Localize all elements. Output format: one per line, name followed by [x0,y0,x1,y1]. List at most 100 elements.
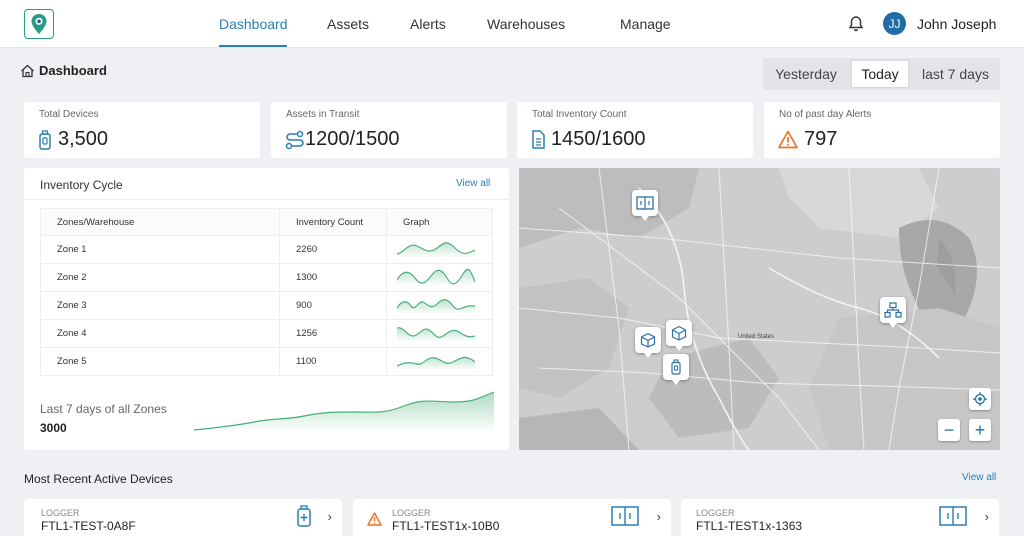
nav-assets[interactable]: Assets [327,16,370,32]
logger-icon [671,359,681,375]
page-title-text: Dashboard [39,63,107,78]
zone-cell: Zone 3 [40,291,280,320]
count-cell: 900 [279,291,387,320]
chevron-right-icon[interactable]: › [327,509,332,524]
device-card[interactable]: LOGGER FTL1-TEST1x-1363 › [681,499,999,536]
nav-warehouses[interactable]: Warehouses [487,16,566,32]
summary-area-chart [194,391,494,432]
sparkline [396,327,476,342]
count-cell: 1256 [279,319,387,348]
table-row[interactable]: Zone 5 1100 [40,347,493,376]
map-panel[interactable]: United States [519,168,1000,450]
logger-icon [39,130,51,150]
page-title: Dashboard [20,63,107,78]
logger-add-icon [297,505,311,527]
range-yesterday[interactable]: Yesterday [775,66,837,82]
location-pin-logo-icon [31,14,47,34]
kpi-value: 1200/1500 [305,128,400,150]
column-header-count: Inventory Count [279,208,387,236]
user-name[interactable]: John Joseph [917,16,997,32]
avatar[interactable]: JJ [883,12,906,35]
device-id: FTL1-TEST-0A8F [41,519,136,533]
device-id: FTL1-TEST1x-10B0 [392,519,500,533]
range-today[interactable]: Today [851,60,909,88]
kpi-label: Total Devices [39,109,99,120]
kpi-value: 797 [804,128,838,150]
recent-devices-title: Most Recent Active Devices [24,472,173,486]
map-pin-package[interactable] [635,327,661,358]
kpi-label: No of past day Alerts [779,109,872,120]
map-background [519,168,1000,450]
map-country-label: United States [738,334,775,340]
top-nav: Dashboard Assets Alerts Warehouses Manag… [0,0,1024,48]
count-cell: 1100 [279,347,387,376]
kpi-label: Assets in Transit [286,109,360,120]
count-cell: 2260 [279,235,387,264]
map-zoom-in-button[interactable]: + [969,419,991,441]
chevron-right-icon[interactable]: › [656,509,661,524]
kpi-value: 1450/1600 [551,128,646,150]
zone-cell: Zone 1 [40,235,280,264]
device-type: LOGGER [392,508,431,518]
warning-icon [778,130,798,149]
inventory-view-all-link[interactable]: View all [456,178,491,189]
column-header-graph: Graph [386,208,493,236]
date-range-selector: Yesterday Today last 7 days [763,58,1000,90]
map-pin-network[interactable] [880,297,906,328]
network-icon [884,302,902,318]
nav-alerts[interactable]: Alerts [410,16,446,32]
map-locate-button[interactable] [969,388,991,410]
sparkline [396,356,476,370]
document-icon [532,130,545,149]
home-icon [21,64,34,77]
range-last-7-days[interactable]: last 7 days [922,66,989,82]
summary-value: 3000 [40,421,67,435]
map-pin-package[interactable] [666,320,692,351]
kpi-total-inventory[interactable]: Total Inventory Count 1450/1600 [517,102,753,158]
chevron-right-icon[interactable]: › [984,509,989,524]
zone-cell: Zone 2 [40,263,280,292]
kpi-total-devices[interactable]: Total Devices 3,500 [24,102,260,158]
inventory-cycle-panel: Inventory Cycle View all Zones/Warehouse… [24,168,509,450]
table-row[interactable]: Zone 2 1300 [40,263,493,292]
inventory-cycle-title: Inventory Cycle [40,178,123,192]
sparkline [396,268,476,286]
device-card[interactable]: LOGGER FTL1-TEST1x-10B0 › [353,499,671,536]
kpi-past-day-alerts[interactable]: No of past day Alerts 797 [764,102,1000,158]
sparkline [396,299,476,314]
table-row[interactable]: Zone 1 2260 [40,235,493,264]
package-icon [640,332,656,348]
bell-icon[interactable] [847,15,865,33]
sparkline [396,242,476,258]
warning-icon [367,512,382,526]
map-pin-logger[interactable] [663,354,689,385]
kpi-assets-in-transit[interactable]: Assets in Transit 1200/1500 [271,102,507,158]
map-zoom-out-button[interactable]: − [938,419,960,441]
zone-cell: Zone 5 [40,347,280,376]
map-pin-warehouse[interactable] [632,190,658,221]
locate-icon [973,392,987,406]
device-card[interactable]: LOGGER FTL1-TEST-0A8F › [24,499,342,536]
door-sensor-icon [939,506,967,526]
count-cell: 1300 [279,263,387,292]
inventory-table: Zones/Warehouse Inventory Count Graph Zo… [40,208,493,376]
recent-view-all-link[interactable]: View all [962,472,997,483]
summary-label: Last 7 days of all Zones [40,402,167,416]
table-row[interactable]: Zone 3 900 [40,291,493,320]
nav-dashboard[interactable]: Dashboard [219,16,288,32]
zone-cell: Zone 4 [40,319,280,348]
nav-manage[interactable]: Manage [620,16,671,32]
device-type: LOGGER [41,508,80,518]
device-id: FTL1-TEST1x-1363 [696,519,803,533]
divider [24,199,509,200]
route-icon [285,130,304,150]
app-logo[interactable] [24,9,54,39]
device-type: LOGGER [696,508,735,518]
warehouse-icon [636,196,654,210]
kpi-value: 3,500 [58,128,109,150]
door-sensor-icon [611,506,639,526]
nav-active-indicator [219,45,287,47]
table-row[interactable]: Zone 4 1256 [40,319,493,348]
column-header-zone: Zones/Warehouse [40,208,280,236]
package-icon [671,325,687,341]
